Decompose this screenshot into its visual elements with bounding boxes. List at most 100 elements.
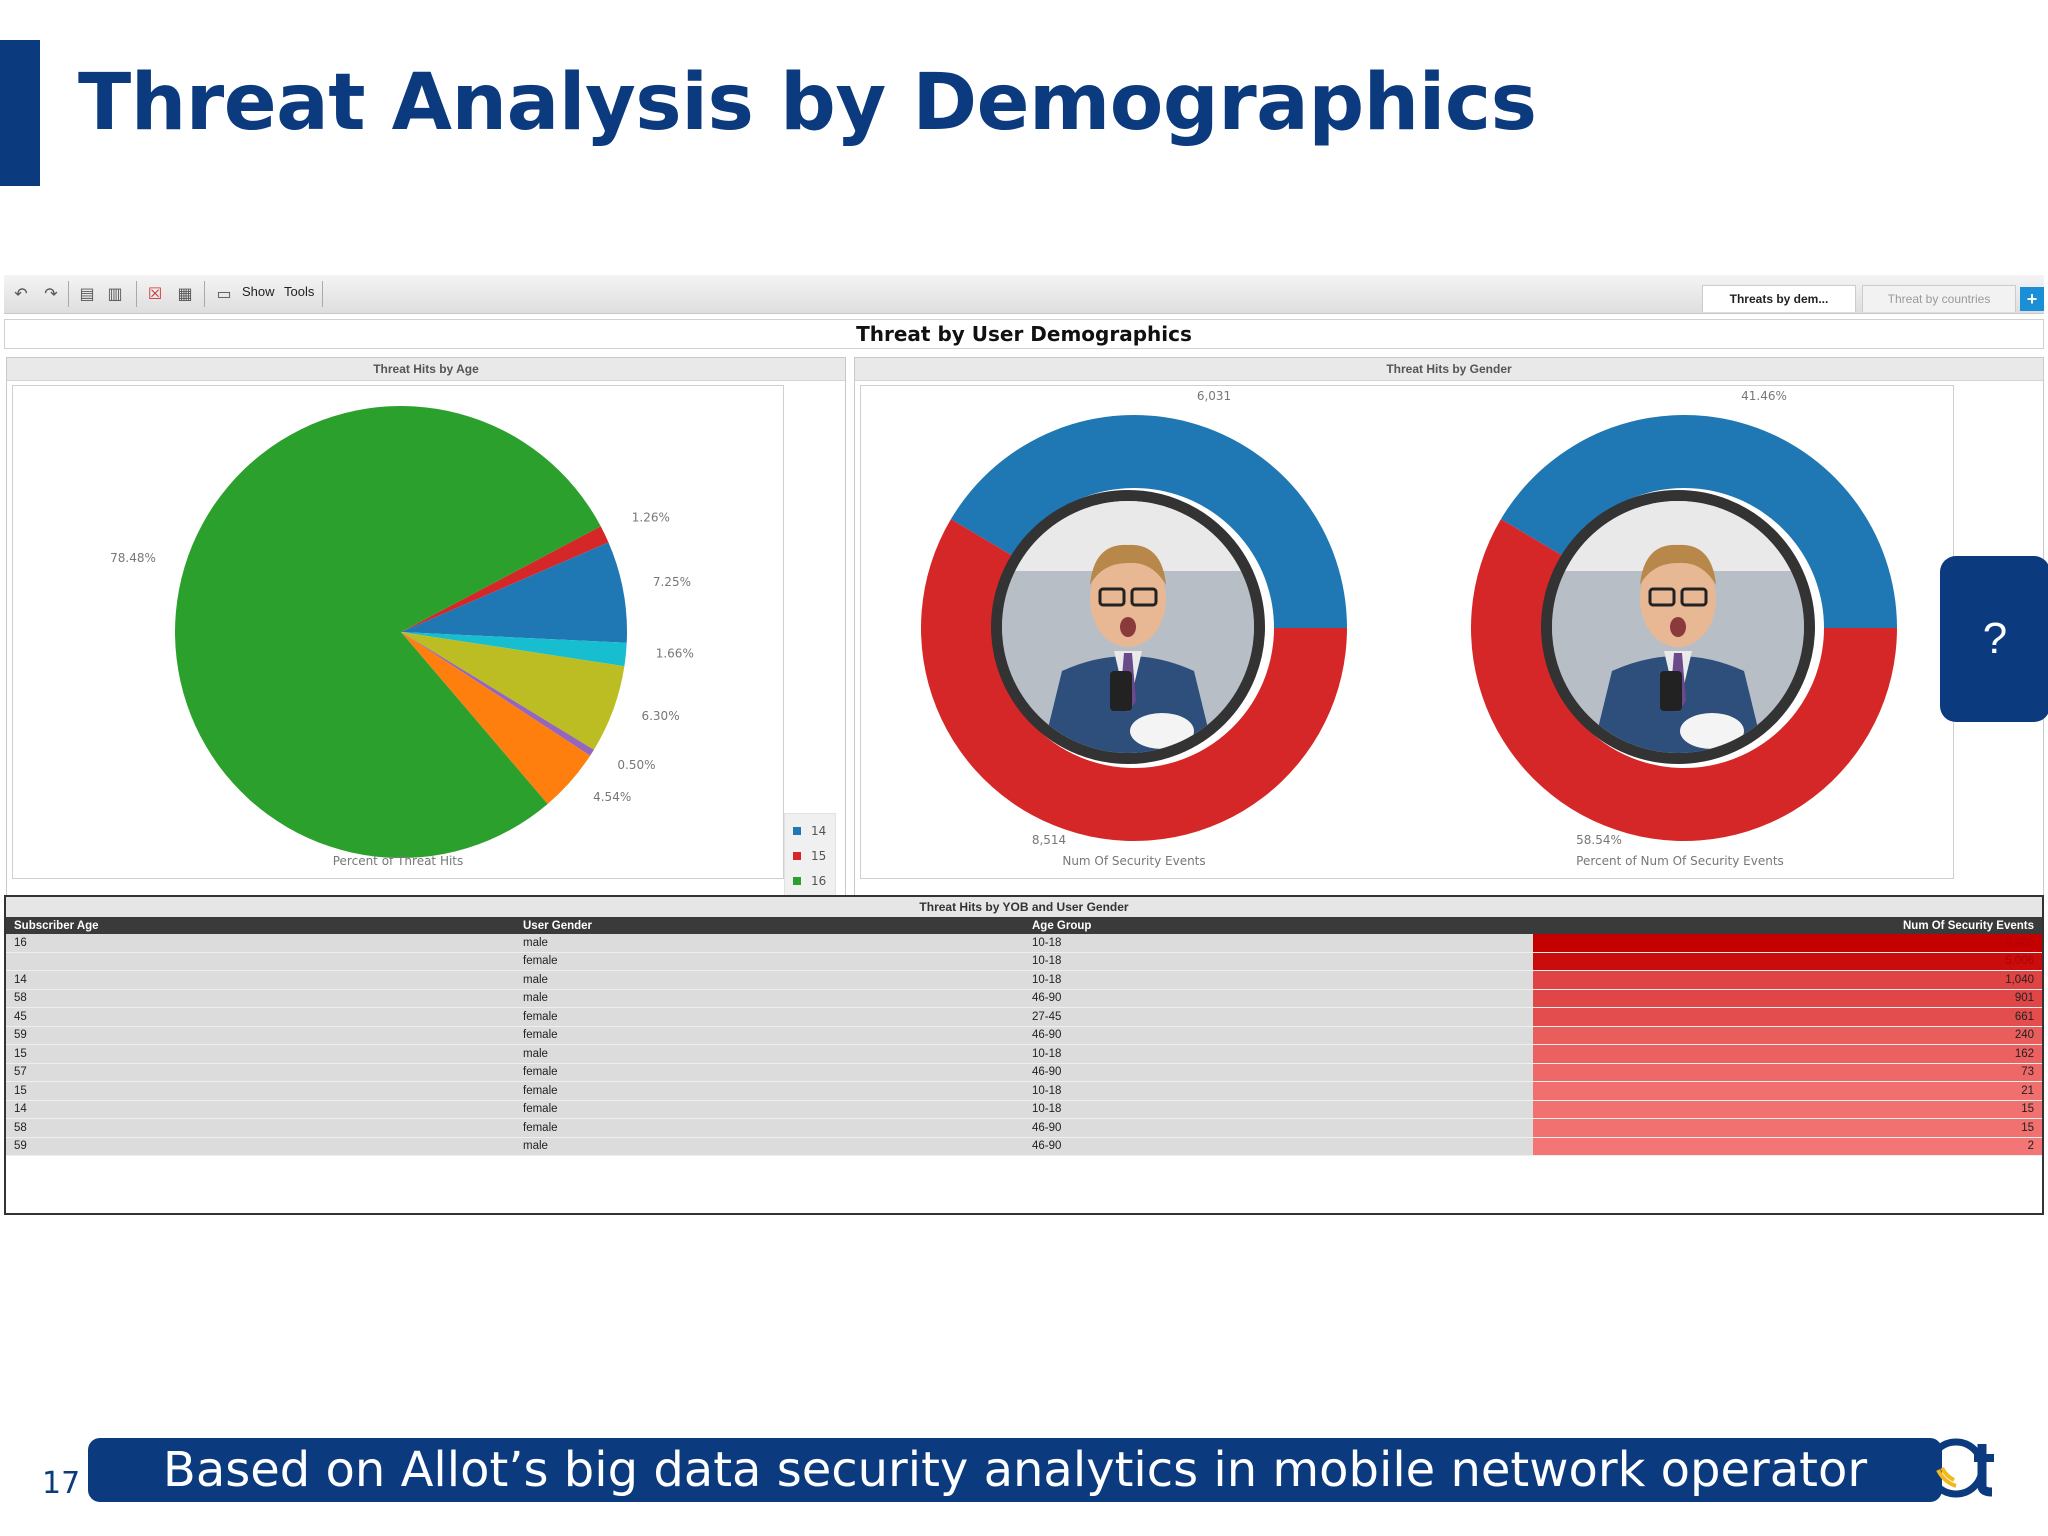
donut-right-segment-0[interactable] bbox=[1500, 415, 1897, 628]
cell-subscriber-age: 14 bbox=[6, 1100, 515, 1119]
table-row[interactable]: 59 female 46-90 240 bbox=[6, 1026, 2042, 1045]
pie-slice-age-45[interactable] bbox=[401, 632, 591, 804]
cell-user-gender: female bbox=[515, 1081, 1024, 1101]
cell-age-group: 46-90 bbox=[1024, 1137, 1533, 1156]
cell-age-group: 10-18 bbox=[1024, 934, 1533, 953]
dashboard-window: ↶ ↷ ▤ ▥ ☒ ▦ ▭ Show Tools Threats by dem.… bbox=[4, 275, 2044, 1217]
legend-swatch bbox=[793, 826, 801, 835]
table-title: Threat Hits by YOB and User Gender bbox=[6, 897, 2042, 917]
pie-slice-age-16[interactable] bbox=[174, 405, 601, 858]
help-button[interactable]: ? bbox=[1940, 556, 2048, 722]
cell-age-group: 46-90 bbox=[1024, 1063, 1533, 1082]
cell-user-gender: female bbox=[515, 1007, 1024, 1027]
legend-item-age-15[interactable]: 15 bbox=[785, 843, 835, 868]
cell-num-security-events: 21 bbox=[1533, 1081, 2042, 1101]
cell-age-group: 46-90 bbox=[1024, 989, 1533, 1008]
table-row[interactable]: 16 male 10-18 6,405 bbox=[6, 934, 2042, 953]
header-age-group[interactable]: Age Group bbox=[1024, 917, 1533, 934]
cell-age-group: 10-18 bbox=[1024, 952, 1533, 971]
cell-num-security-events: 661 bbox=[1533, 1007, 2042, 1027]
tab-threat-by-countries[interactable]: Threat by countries bbox=[1862, 285, 2016, 312]
cell-num-security-events: 5,006 bbox=[1533, 952, 2042, 971]
pie-label-age-58: 6.30% bbox=[641, 709, 679, 723]
donut-left-top-label: 6,031 bbox=[1197, 389, 1231, 403]
layout-icon[interactable]: ▦ bbox=[177, 284, 193, 303]
pie-label-age-14: 7.25% bbox=[653, 575, 691, 589]
cell-user-gender: male bbox=[515, 970, 1024, 990]
header-subscriber-age[interactable]: Subscriber Age bbox=[6, 917, 515, 934]
cell-subscriber-age: 15 bbox=[6, 1044, 515, 1064]
cell-age-group: 10-18 bbox=[1024, 1081, 1533, 1101]
cell-user-gender: female bbox=[515, 1026, 1024, 1045]
export-icon[interactable]: ▥ bbox=[107, 284, 123, 303]
pie-slice-age-14[interactable] bbox=[401, 542, 627, 643]
cell-subscriber-age: 14 bbox=[6, 970, 515, 990]
screen-icon[interactable]: ▭ bbox=[216, 284, 232, 303]
footer-banner: Based on Allot’s big data security analy… bbox=[88, 1438, 1942, 1502]
table-row[interactable]: 45 female 27-45 661 bbox=[6, 1007, 2042, 1027]
left-donut-photo bbox=[991, 490, 1265, 764]
add-tab-button[interactable]: + bbox=[2020, 287, 2044, 311]
cell-age-group: 27-45 bbox=[1024, 1007, 1533, 1027]
donut-left-segment-0[interactable] bbox=[950, 415, 1347, 628]
cell-subscriber-age bbox=[6, 952, 515, 971]
undo-icon[interactable]: ↶ bbox=[14, 284, 28, 303]
page-number: 17 bbox=[42, 1466, 81, 1501]
tab-threats-by-demographics[interactable]: Threats by dem... bbox=[1702, 285, 1856, 312]
toolbar-separator bbox=[322, 281, 323, 307]
right-donut-caption: Percent of Num Of Security Events bbox=[1576, 854, 1784, 868]
pie-slice-age-59[interactable] bbox=[401, 632, 627, 667]
tools-menu[interactable]: Tools bbox=[284, 284, 315, 299]
pie-label-age-57: 0.50% bbox=[617, 758, 655, 772]
legend-swatch bbox=[793, 876, 801, 885]
age-pie-chart: 1.26% 7.25% 1.66% 6.30% 0.50% 4.54% 78.48% bbox=[110, 405, 694, 858]
left-donut-caption: Num Of Security Events bbox=[1062, 854, 1206, 868]
donut-right-top-label: 41.46% bbox=[1741, 389, 1787, 403]
cell-user-gender: male bbox=[515, 989, 1024, 1008]
cell-subscriber-age: 59 bbox=[6, 1137, 515, 1156]
cell-age-group: 10-18 bbox=[1024, 1100, 1533, 1119]
table-row[interactable]: 15 male 10-18 162 bbox=[6, 1044, 2042, 1064]
table-row[interactable]: 58 male 46-90 901 bbox=[6, 989, 2042, 1008]
table-row[interactable]: 57 female 46-90 73 bbox=[6, 1063, 2042, 1082]
cell-num-security-events: 901 bbox=[1533, 989, 2042, 1008]
table-row[interactable]: 59 male 46-90 2 bbox=[6, 1137, 2042, 1156]
right-donut-photo bbox=[1541, 490, 1815, 764]
report-icon[interactable]: ▤ bbox=[79, 284, 95, 303]
donut-right-segment-1[interactable] bbox=[1471, 519, 1897, 842]
header-num-security-events[interactable]: Num Of Security Events bbox=[1533, 917, 2042, 934]
header-user-gender[interactable]: User Gender bbox=[515, 917, 1024, 934]
table-row[interactable]: female 10-18 5,006 bbox=[6, 952, 2042, 971]
pie-label-age-45: 4.54% bbox=[593, 790, 631, 804]
cell-subscriber-age: 58 bbox=[6, 989, 515, 1008]
toolbar-separator bbox=[204, 281, 205, 307]
age-chart-caption: Percent of Threat Hits bbox=[332, 854, 464, 868]
pie-slice-age-15[interactable] bbox=[401, 526, 609, 632]
events-table-panel: Threat Hits by YOB and User Gender Subsc… bbox=[4, 895, 2044, 1215]
cell-user-gender: female bbox=[515, 952, 1024, 971]
donut-left-segment-1[interactable] bbox=[921, 519, 1347, 841]
legend-label: 16 bbox=[811, 873, 827, 888]
redo-icon[interactable]: ↷ bbox=[44, 284, 58, 303]
cell-age-group: 10-18 bbox=[1024, 1044, 1533, 1064]
delete-icon[interactable]: ☒ bbox=[147, 284, 163, 303]
legend-swatch bbox=[793, 851, 801, 860]
legend-item-age-14[interactable]: 14 bbox=[785, 818, 835, 843]
cell-num-security-events: 73 bbox=[1533, 1063, 2042, 1082]
pie-slice-age-58[interactable] bbox=[401, 632, 625, 750]
table-row[interactable]: 58 female 46-90 15 bbox=[6, 1118, 2042, 1138]
table-row[interactable]: 14 male 10-18 1,040 bbox=[6, 970, 2042, 990]
cell-age-group: 10-18 bbox=[1024, 970, 1533, 990]
table-row[interactable]: 14 female 10-18 15 bbox=[6, 1100, 2042, 1119]
cell-num-security-events: 162 bbox=[1533, 1044, 2042, 1064]
donut-left-bottom-label: 8,514 bbox=[1032, 833, 1066, 847]
cell-subscriber-age: 45 bbox=[6, 1007, 515, 1027]
table-row[interactable]: 15 female 10-18 21 bbox=[6, 1081, 2042, 1101]
show-menu[interactable]: Show bbox=[242, 284, 275, 299]
legend-item-age-16[interactable]: 16 bbox=[785, 868, 835, 893]
legend-label: 14 bbox=[811, 823, 827, 838]
pie-slice-age-57[interactable] bbox=[401, 632, 594, 756]
toolbar: ↶ ↷ ▤ ▥ ☒ ▦ ▭ Show Tools Threats by dem.… bbox=[4, 275, 2044, 314]
allot-logo bbox=[1926, 1438, 1994, 1498]
cell-user-gender: male bbox=[515, 934, 1024, 953]
